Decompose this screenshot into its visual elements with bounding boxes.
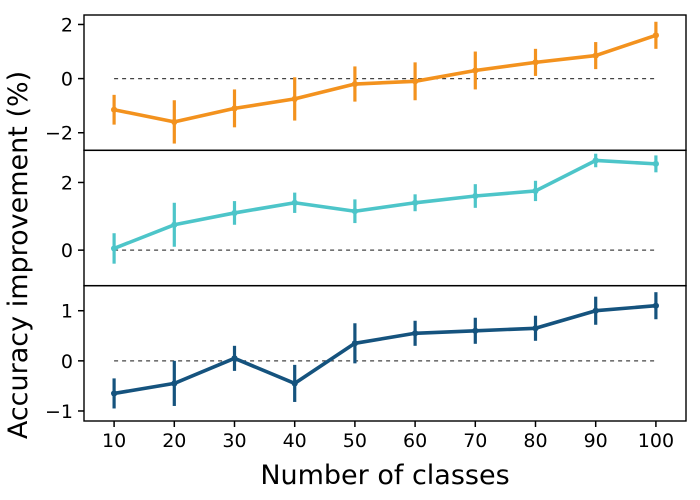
data-point: [351, 340, 358, 347]
y-tick-label: 0: [61, 69, 73, 91]
y-tick-label: 0: [61, 240, 73, 262]
x-tick-label: 40: [283, 430, 307, 452]
x-tick-label: 80: [523, 430, 547, 452]
y-tick-label: 0: [61, 351, 73, 373]
series-line: [112, 303, 658, 396]
y-tick-label: 2: [61, 172, 73, 194]
x-tick-label: 20: [162, 430, 186, 452]
y-axis-label: Accuracy improvement (%): [3, 71, 34, 439]
data-point: [592, 157, 599, 164]
data-point: [231, 105, 238, 112]
y-tick-label: 1: [61, 301, 73, 323]
data-point: [171, 221, 178, 228]
data-point: [592, 52, 599, 59]
data-point: [472, 192, 479, 200]
data-point: [171, 118, 178, 126]
data-point: [111, 390, 118, 397]
data-point: [412, 78, 419, 85]
data-point: [592, 307, 599, 314]
data-point: [532, 187, 539, 195]
data-point: [532, 325, 539, 332]
data-point: [412, 199, 419, 206]
data-point: [652, 302, 660, 309]
data-point: [652, 160, 660, 167]
data-point: [291, 95, 298, 103]
y-tick-label: −2: [45, 123, 73, 145]
x-tick-label: 70: [463, 430, 487, 452]
panel-border: [83, 284, 687, 422]
data-point: [171, 380, 178, 387]
data-point: [291, 380, 298, 387]
x-tick-label: 30: [222, 430, 246, 452]
x-tick-label: 100: [638, 430, 674, 452]
data-point: [351, 208, 358, 215]
y-tick-label: −1: [45, 401, 73, 423]
data-point: [111, 106, 118, 113]
x-tick-label: 10: [102, 430, 126, 452]
data-point: [291, 199, 298, 206]
series-line: [112, 158, 658, 251]
x-axis-label: Number of classes: [260, 460, 509, 491]
data-point: [472, 67, 479, 74]
data-point: [532, 59, 539, 66]
x-tick-label: 50: [343, 430, 367, 452]
data-point: [111, 245, 118, 252]
series-line: [112, 33, 658, 124]
data-point: [472, 327, 479, 334]
y-tick-label: 2: [61, 14, 73, 36]
x-tick-label: 60: [403, 430, 427, 452]
data-point: [231, 209, 238, 217]
data-point: [652, 32, 660, 39]
x-tick-label: 90: [584, 430, 608, 452]
data-point: [351, 80, 358, 88]
data-point: [412, 330, 419, 337]
data-point: [231, 355, 238, 362]
